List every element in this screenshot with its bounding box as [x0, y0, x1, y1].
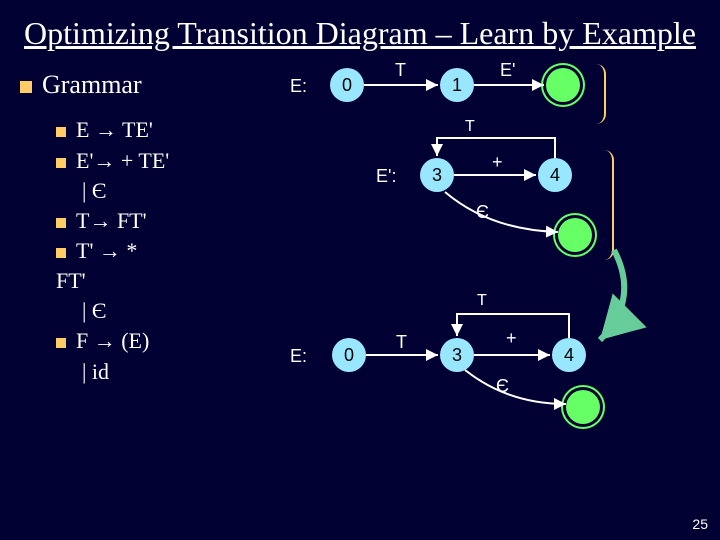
rule-alt: | Є [56, 297, 280, 325]
rule: T' → * [56, 237, 280, 265]
rule: E → TE' [56, 116, 280, 144]
rule-text: FT' [56, 268, 86, 293]
edge-label: Є [496, 376, 509, 397]
diagram-label-E2: E: [290, 346, 307, 367]
edge-label: T [395, 60, 406, 81]
state-node: 0 [330, 68, 364, 102]
rule-text: T' → * [76, 238, 137, 263]
state-node-final: 2 [546, 68, 580, 102]
diagram-area: E: 0 T 1 E' 2 E': T 3 + 4 Є 6 E: 0 T T 3… [280, 70, 700, 387]
state-node: 1 [440, 68, 474, 102]
rule-alt: | Є [56, 177, 280, 205]
brace-icon [592, 64, 606, 124]
diagram-label-Eprime: E': [376, 166, 396, 187]
rule-text: | Є [82, 298, 106, 323]
edge-label: T [477, 292, 487, 310]
grammar-column: Grammar E → TE' E'→ + TE' | Є T→ FT' T' … [20, 70, 280, 387]
state-node-final: 6 [558, 218, 592, 252]
brace-icon [600, 150, 614, 260]
rule-text: | id [82, 359, 109, 384]
edge-label: + [492, 152, 503, 173]
edge-label: T [465, 118, 475, 136]
bullet-icon [56, 158, 66, 168]
grammar-heading-text: Grammar [42, 70, 142, 99]
rule-text: T→ FT' [76, 208, 147, 233]
rule-text: F → (E) [76, 328, 149, 353]
state-node: 3 [420, 158, 454, 192]
rule: E'→ + TE' [56, 147, 280, 175]
rule: F → (E) [56, 327, 280, 355]
edge-label: Є [476, 202, 489, 223]
rule-cont: FT' [56, 267, 280, 295]
main-content: Grammar E → TE' E'→ + TE' | Є T→ FT' T' … [0, 70, 720, 387]
state-node: 0 [332, 338, 366, 372]
rule-text: E → TE' [76, 117, 153, 142]
rule-text: | Є [82, 178, 106, 203]
rule-text: E'→ + TE' [76, 148, 169, 173]
bullet-icon [20, 81, 32, 93]
bullet-icon [56, 127, 66, 137]
arrows-svg [280, 70, 700, 450]
grammar-rules: E → TE' E'→ + TE' | Є T→ FT' T' → * FT' … [20, 116, 280, 385]
grammar-heading: Grammar [20, 70, 280, 100]
edge-label: T [396, 332, 407, 353]
slide-title: Optimizing Transition Diagram – Learn by… [0, 0, 720, 52]
edge-label: + [506, 328, 517, 349]
diagram-label-E: E: [290, 76, 307, 97]
bullet-icon [56, 338, 66, 348]
state-node: 4 [552, 338, 586, 372]
rule-alt: | id [56, 358, 280, 386]
state-node: 4 [538, 158, 572, 192]
bullet-icon [56, 248, 66, 258]
state-node: 3 [440, 338, 474, 372]
rule: T→ FT' [56, 207, 280, 235]
state-node-final: 6 [566, 390, 600, 424]
bullet-icon [56, 218, 66, 228]
edge-label: E' [500, 60, 515, 81]
page-number: 25 [692, 516, 708, 532]
